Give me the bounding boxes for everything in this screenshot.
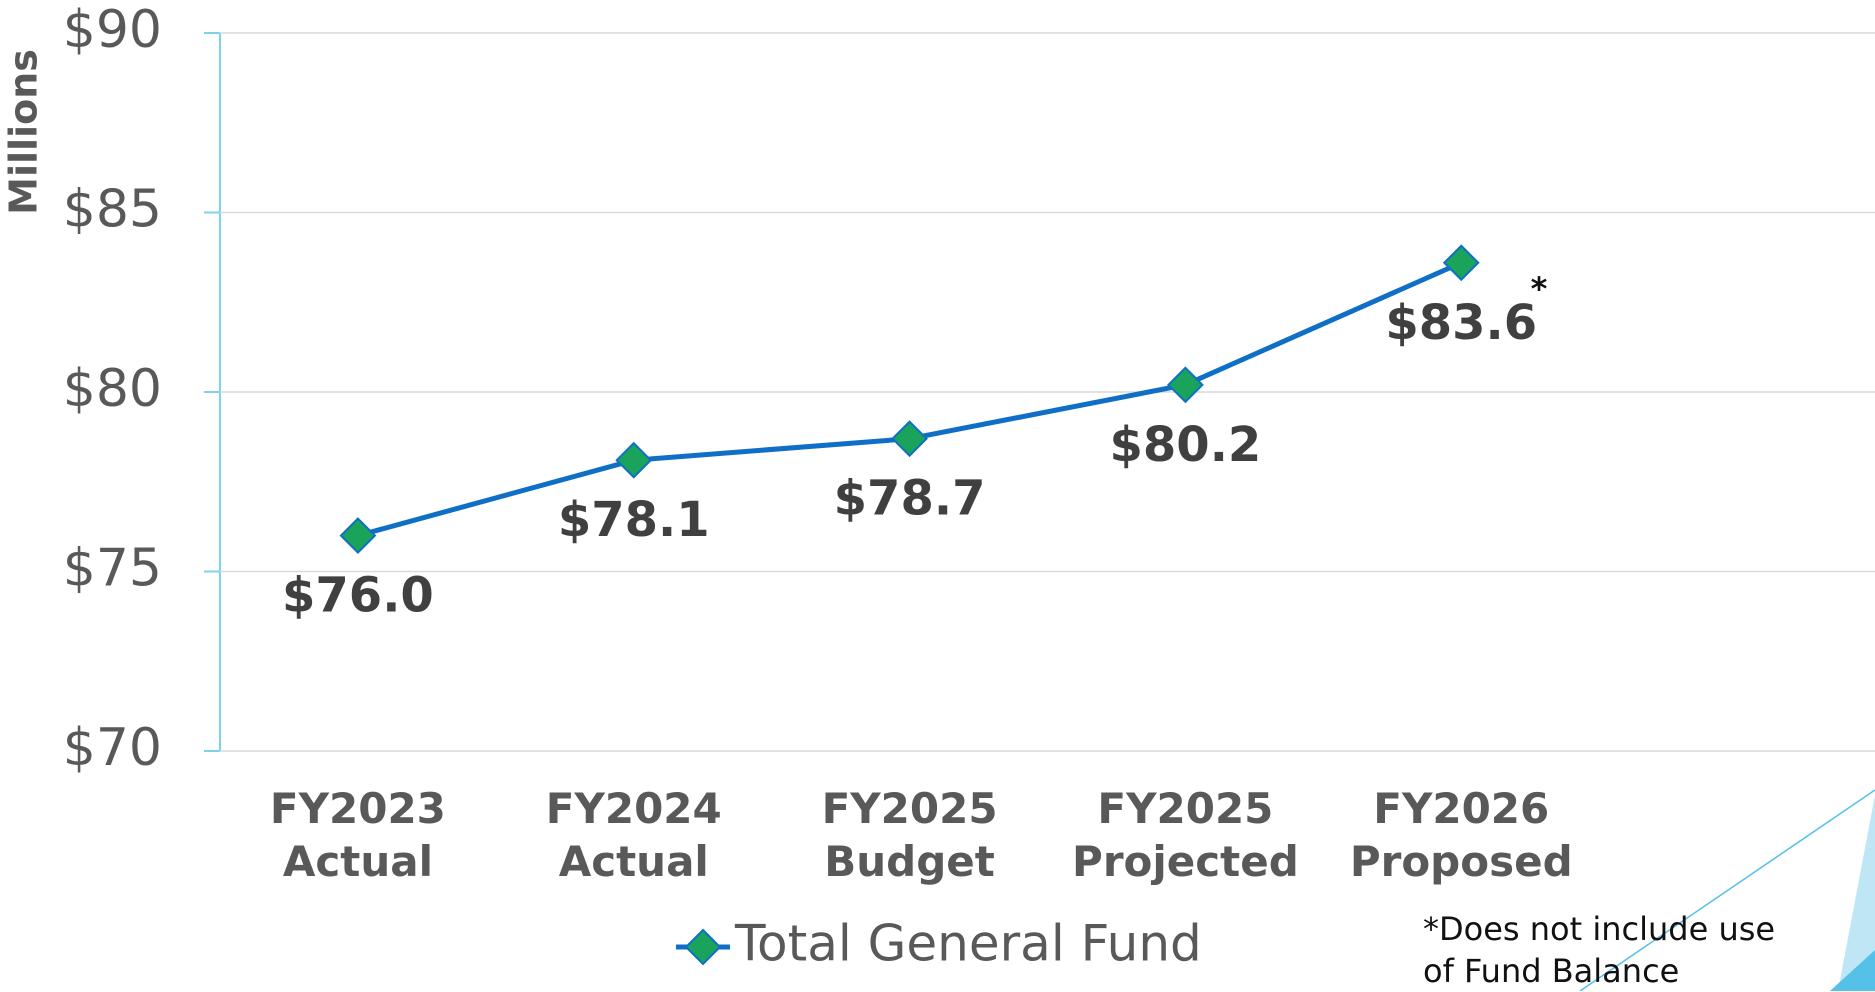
y-tick-label: $80 bbox=[63, 359, 162, 419]
chart: Millions * $70$75$80$85$90FY2023ActualFY… bbox=[0, 0, 1875, 991]
legend-marker bbox=[686, 930, 720, 964]
y-axis-label: Millions bbox=[2, 49, 46, 215]
marker bbox=[1168, 368, 1202, 402]
footnote: *Does not include use of Fund Balance bbox=[1423, 908, 1803, 992]
marker bbox=[1444, 246, 1478, 280]
marker bbox=[341, 519, 375, 553]
y-tick-label: $70 bbox=[63, 718, 162, 778]
y-tick-label: $85 bbox=[63, 180, 162, 240]
data-label: $78.1 bbox=[558, 492, 710, 548]
data-label: $76.0 bbox=[282, 568, 434, 624]
data-label: $78.7 bbox=[834, 471, 986, 527]
page: Millions * $70$75$80$85$90FY2023ActualFY… bbox=[0, 0, 1875, 991]
marker bbox=[893, 422, 927, 456]
data-label: $80.2 bbox=[1110, 417, 1262, 473]
data-label: $83.6 bbox=[1385, 295, 1537, 351]
y-tick-label: $75 bbox=[63, 539, 162, 599]
y-tick-label: $90 bbox=[63, 0, 162, 60]
marker bbox=[617, 443, 651, 477]
legend-label: Total General Fund bbox=[734, 915, 1202, 973]
